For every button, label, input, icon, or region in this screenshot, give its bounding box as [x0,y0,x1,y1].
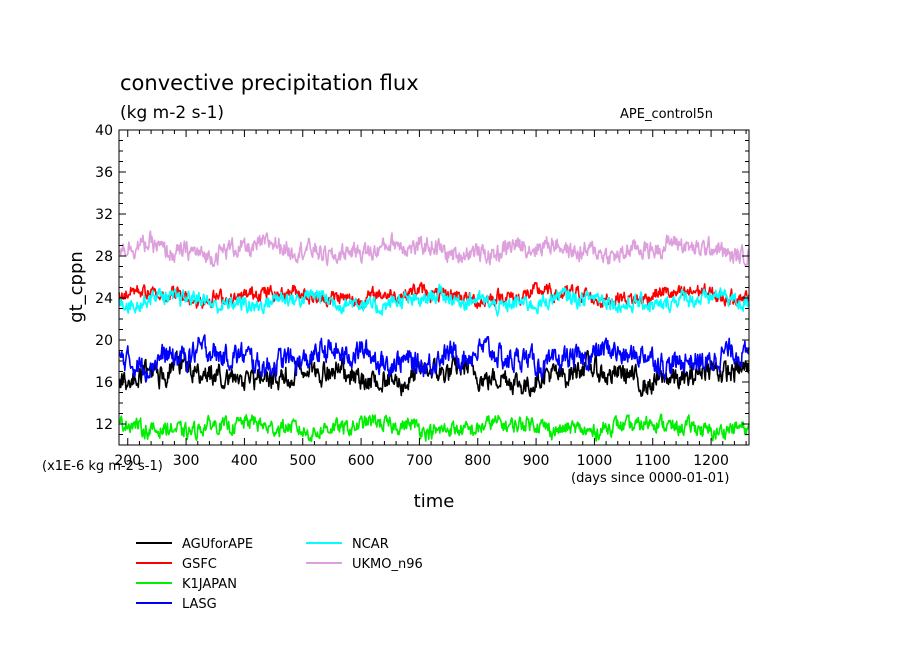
y-tick-label: 32 [95,207,113,223]
y-axis: 12 16 20 24 28 32 36 40 [95,123,749,446]
y-unit-note: (x1E-6 kg m-2 s-1) [42,459,163,474]
y-tick-label: 36 [95,165,113,181]
y-axis-label: gt_cppn [66,251,87,323]
series-line-aguforape [118,349,750,398]
chart-title: convective precipitation flux [120,71,419,95]
run-label: APE_control5n [620,107,713,122]
y-tick-label: 12 [95,417,113,433]
legend-label: AGUforAPE [182,537,253,552]
legend-label: K1JAPAN [182,577,237,592]
x-tick-label: 1200 [693,453,729,469]
y-tick-label: 24 [95,291,113,307]
x-tick-label: 400 [231,453,258,469]
x-tick-label: 700 [406,453,433,469]
x-tick-label: 800 [464,453,491,469]
series-line-ukmo_n96 [118,230,750,268]
plot-frame [118,129,750,446]
legend-item: AGUforAPE [136,537,253,552]
y-tick-label: 16 [95,375,113,391]
x-tick-label: 1000 [577,453,613,469]
x-tick-label: 900 [523,453,550,469]
x-tick-label: 500 [289,453,316,469]
legend-label: LASG [182,597,217,612]
legend-item: K1JAPAN [136,577,237,592]
legend-item: UKMO_n96 [306,557,423,572]
chart-subtitle: (kg m-2 s-1) [120,103,224,123]
series-line-k1japan [118,413,750,443]
series-line-lasg [118,334,750,383]
x-tick-label: 600 [348,453,375,469]
x-axis: 200 300 400 500 600 700 800 900 1000 1100 1200 [114,130,747,469]
series-line-ncar [118,283,750,317]
legend-item: GSFC [136,557,217,572]
y-tick-label: 28 [95,249,113,265]
plot-series-group [118,230,750,443]
legend-label: UKMO_n96 [352,557,423,572]
legend-label: GSFC [182,557,217,572]
legend-item: NCAR [306,537,389,552]
y-tick-label: 20 [95,333,113,349]
x-tick-label: 200 [114,453,141,469]
x-unit-note: (days since 0000-01-01) [571,471,729,486]
x-tick-label: 300 [173,453,200,469]
y-tick-label: 40 [95,123,113,139]
legend-label: NCAR [352,537,389,552]
x-tick-label: 1100 [635,453,671,469]
x-axis-label: time [414,491,455,512]
legend: AGUforAPE GSFC K1JAPAN LASG NCAR UKMO_n96 [136,537,423,612]
legend-item: LASG [136,597,217,612]
